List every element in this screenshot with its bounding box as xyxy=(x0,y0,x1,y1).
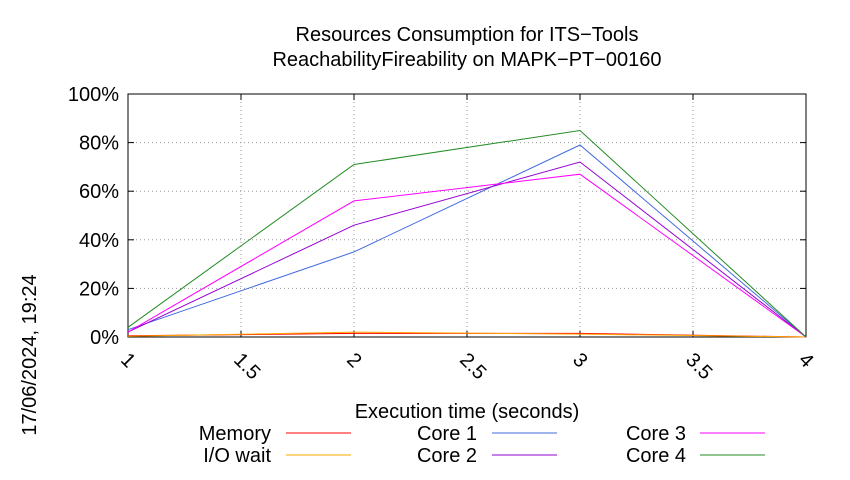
x-tick-label: 3 xyxy=(568,349,591,372)
x-axis: 1 1.5 2 2.5 3 3.5 4 xyxy=(116,94,818,384)
x-axis-label: Execution time (seconds) xyxy=(355,401,580,423)
chart-subtitle: ReachabilityFireability on MAPK−PT−00160 xyxy=(272,49,661,71)
y-tick-label: 40% xyxy=(79,230,119,252)
x-tick-label: 3.5 xyxy=(681,349,716,384)
y-tick-label: 80% xyxy=(79,133,119,155)
y-tick-label: 100% xyxy=(68,84,119,106)
grid xyxy=(128,94,806,337)
x-tick-label: 2 xyxy=(342,349,365,372)
x-tick-label: 2.5 xyxy=(455,349,490,384)
legend-label: Core 4 xyxy=(626,445,686,467)
series-line-core-3 xyxy=(127,173,807,338)
timestamp-label: 17/06/2024, 19:24 xyxy=(19,274,41,435)
series-line-core-2 xyxy=(127,161,807,338)
y-tick-label: 0% xyxy=(90,327,119,349)
series-line-core-1 xyxy=(127,144,807,338)
legend-label: Core 2 xyxy=(417,445,477,467)
y-axis: 0% 20% 40% 60% 80% 100% xyxy=(68,84,806,349)
legend-label: I/O wait xyxy=(203,445,271,467)
y-tick-label: 60% xyxy=(79,181,119,203)
legend-label: Memory xyxy=(199,423,271,445)
x-tick-label: 1 xyxy=(116,349,139,372)
series-lines xyxy=(127,129,807,338)
series-line-i-o-wait xyxy=(127,331,807,338)
series-line-core-4 xyxy=(127,129,807,338)
x-tick-label: 4 xyxy=(794,349,817,372)
x-tick-label: 1.5 xyxy=(229,349,264,384)
legend-label: Core 3 xyxy=(626,423,686,445)
y-tick-label: 20% xyxy=(79,278,119,300)
chart-title: Resources Consumption for ITS−Tools xyxy=(296,24,639,46)
legend-label: Core 1 xyxy=(417,423,477,445)
